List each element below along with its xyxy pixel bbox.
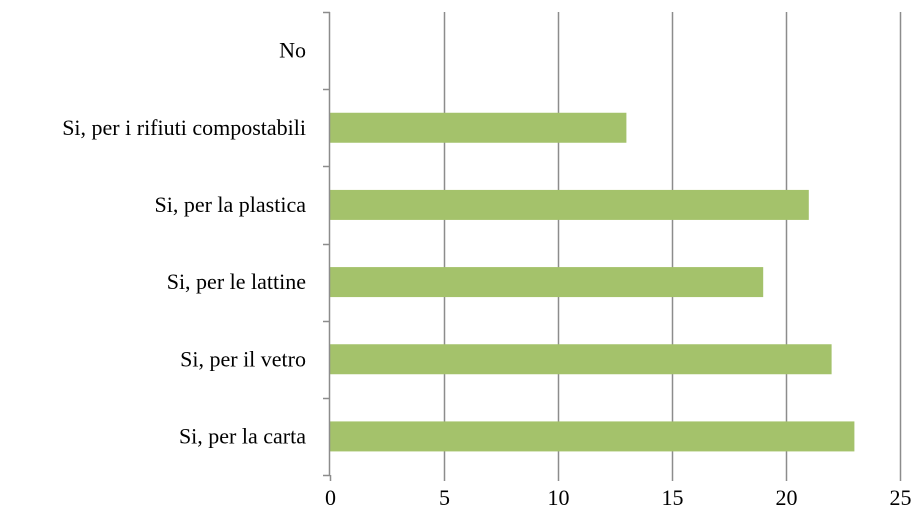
bar-3: [330, 267, 763, 297]
category-label-5: Si, per la carta: [179, 423, 306, 448]
category-label-2: Si, per la plastica: [154, 192, 306, 217]
bar-1: [330, 113, 626, 143]
category-label-0: No: [279, 38, 306, 63]
bars: [330, 113, 854, 452]
bar-5: [330, 421, 854, 451]
category-label-4: Si, per il vetro: [180, 346, 306, 371]
bar-4: [330, 344, 832, 374]
axes: [323, 12, 901, 481]
x-tick-label-1: 5: [439, 485, 450, 510]
gridlines: [445, 12, 901, 475]
x-tick-label-4: 20: [776, 485, 798, 510]
x-tick-label-3: 15: [662, 485, 684, 510]
x-tick-label-0: 0: [325, 485, 336, 510]
category-label-1: Si, per i rifiuti compostabili: [62, 115, 306, 140]
bar-2: [330, 190, 809, 220]
category-label-3: Si, per le lattine: [167, 269, 306, 294]
x-tick-label-5: 25: [890, 485, 912, 510]
x-tick-label-2: 10: [548, 485, 570, 510]
